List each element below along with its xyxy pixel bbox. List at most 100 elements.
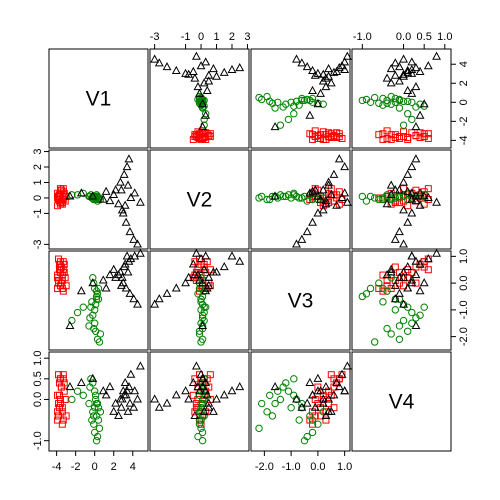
point-triangle-v3-v4: [399, 272, 409, 281]
point-triangle-v2-v4: [415, 188, 425, 197]
point-circle-v3-v4: [403, 327, 412, 335]
point-triangle-v2-v3: [340, 161, 350, 171]
x-tick-label-v3: 1.0: [337, 461, 352, 473]
point-triangle-v3-v1: [101, 283, 111, 292]
point-triangle-v4-v1: [118, 386, 128, 395]
point-triangle-v2-v1: [117, 205, 127, 214]
point-square-v4-v1: [55, 391, 63, 399]
point-triangle-v4-v2: [190, 410, 200, 420]
point-triangle-v1-v2: [171, 65, 181, 74]
point-triangle-v3-v2: [195, 275, 204, 284]
x-tick-label-v4: -1.0: [353, 31, 372, 43]
point-triangle-v3-v1: [65, 320, 75, 330]
point-triangle-v3-v2: [188, 259, 198, 268]
point-triangle-v1-v2: [201, 57, 211, 66]
point-triangle-v2-v1: [125, 226, 135, 236]
point-triangle-v3-v2: [208, 267, 218, 276]
point-circle-v1-v4: [408, 98, 416, 107]
point-triangle-v2-v1: [105, 196, 115, 205]
point-circle-v4-v1: [90, 412, 98, 420]
point-triangle-v1-v4: [407, 57, 417, 66]
point-circle-v4-v1: [92, 412, 101, 420]
point-square-v1-v3: [327, 130, 335, 138]
point-square-v1-v4: [420, 133, 428, 141]
point-triangle-v1-v3: [308, 85, 317, 94]
y-tick-label-v3: -1.0: [458, 300, 470, 319]
point-triangle-v2-v3: [308, 217, 317, 226]
point-circle-v2-v3: [298, 194, 306, 202]
panel-v3-v4: [351, 250, 452, 351]
point-circle-v4-v1: [87, 375, 95, 383]
y-tick-label-v1: 0: [458, 99, 470, 105]
panel-v4-v4: [351, 351, 452, 452]
point-square-v4-v1: [55, 371, 63, 379]
point-circle-v4-v1: [91, 391, 100, 400]
point-triangle-v4-v2: [199, 406, 209, 415]
point-triangle-v2-v1: [135, 197, 145, 206]
point-circle-v3-v1: [90, 306, 99, 314]
point-triangle-v1-v2: [208, 63, 218, 73]
point-triangle-v3-v4: [390, 280, 400, 289]
y-tick-label-v4: -1.0: [32, 431, 44, 450]
point-triangle-v1-v3: [342, 51, 352, 60]
point-triangle-v1-v3: [313, 99, 323, 108]
point-circle-v3-v4: [395, 335, 404, 343]
point-circle-v4-v2: [197, 399, 205, 408]
y-tick-label-v2: 1: [32, 179, 44, 185]
point-triangle-v1-v4: [386, 78, 396, 87]
point-square-v1-v3: [309, 131, 317, 139]
point-circle-v1-v4: [362, 95, 371, 104]
point-triangle-v3-v1: [126, 253, 136, 263]
point-triangle-v1-v3: [292, 54, 301, 63]
point-square-v1-v4: [391, 134, 399, 142]
point-triangle-v1-v3: [329, 67, 339, 76]
point-circle-v4-v1: [90, 387, 99, 395]
point-triangle-v1-v2: [204, 76, 214, 85]
x-tick-label-v1: 4: [130, 461, 136, 473]
point-circle-v4-v3: [300, 436, 309, 445]
point-square-v1-v3: [317, 134, 325, 142]
point-triangle-v1-v2: [199, 78, 209, 87]
point-triangle-v4-v3: [318, 394, 328, 403]
diagonal-label-v4: V4: [389, 391, 415, 414]
point-triangle-v2-v3: [313, 191, 323, 200]
point-triangle-v3-v4: [394, 288, 404, 297]
point-triangle-v4-v3: [318, 398, 328, 407]
y-tick-label-v3: -2.0: [458, 327, 470, 346]
point-circle-v3-v2: [195, 330, 204, 338]
point-triangle-v1-v3: [297, 58, 307, 67]
point-triangle-v1-v4: [423, 61, 433, 70]
point-triangle-v1-v4: [403, 67, 413, 76]
point-triangle-v3-v4: [432, 248, 442, 257]
y-tick-label-v1: -2: [458, 116, 470, 126]
point-circle-v4-v1: [94, 416, 103, 424]
point-triangle-v3-v4: [407, 251, 417, 260]
point-triangle-v4-v1: [125, 398, 135, 407]
point-triangle-v2-v3: [318, 205, 328, 214]
point-circle-v1-v3: [284, 115, 293, 124]
point-triangle-v2-v1: [115, 177, 125, 186]
point-square-v4-v1: [58, 420, 66, 428]
point-circle-v3-v4: [366, 284, 375, 293]
point-triangle-v1-v4: [415, 66, 425, 75]
point-triangle-v4-v2: [196, 369, 206, 378]
point-triangle-v3-v2: [181, 278, 191, 287]
point-square-v2-v4: [424, 185, 432, 193]
point-square-v4-v1: [54, 416, 62, 424]
point-triangle-v3-v1: [76, 286, 86, 295]
point-square-v4-v3: [322, 416, 330, 424]
y-tick-label-v1: -4: [458, 135, 470, 145]
x-tick-label-v4: 0.0: [396, 31, 411, 43]
point-triangle-v4-v3: [302, 398, 312, 407]
point-triangle-v1-v3: [318, 69, 328, 78]
diagonal-labels: V1 V2 V3 V4: [86, 88, 415, 414]
point-triangle-v4-v1: [117, 394, 127, 403]
point-triangle-v4-v2: [212, 394, 221, 403]
point-circle-v3-v1: [89, 274, 97, 282]
point-triangle-v4-v1: [123, 406, 133, 415]
point-triangle-v2-v4: [399, 239, 409, 248]
point-triangle-v2-v4: [399, 205, 409, 214]
point-triangle-v4-v3: [324, 394, 334, 403]
point-square-v4-v1: [60, 379, 68, 387]
point-triangle-v4-v1: [135, 361, 145, 370]
